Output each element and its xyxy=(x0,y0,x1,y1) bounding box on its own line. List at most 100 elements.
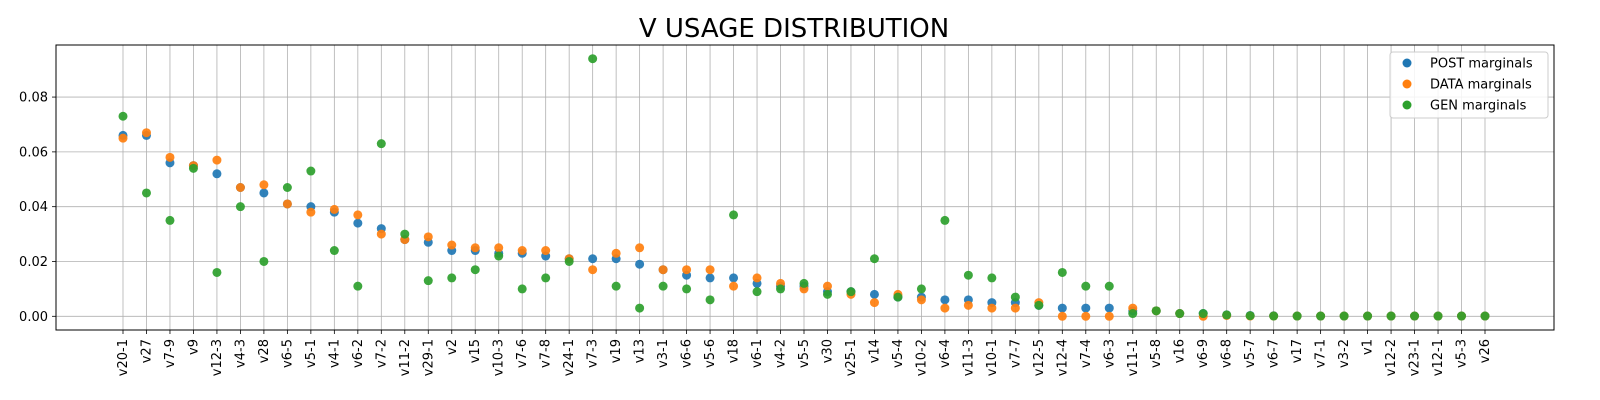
x-tick-label: v7-9 xyxy=(163,339,178,368)
legend-marker xyxy=(1402,79,1412,89)
data-point xyxy=(1057,303,1067,313)
data-point xyxy=(822,281,832,291)
data-point xyxy=(729,210,739,220)
x-tick-label: v5-4 xyxy=(891,339,906,368)
x-tick-label: v7-1 xyxy=(1314,339,1329,368)
data-point xyxy=(517,284,527,294)
data-point xyxy=(1151,306,1161,316)
data-point xyxy=(729,273,739,283)
x-tick-label: v3-2 xyxy=(1337,339,1352,368)
x-tick-label: v16 xyxy=(1173,339,1188,363)
data-point xyxy=(1292,311,1302,321)
x-tick-label: v5-5 xyxy=(797,339,812,368)
data-point xyxy=(940,303,950,313)
x-tick-label: v15 xyxy=(468,339,483,363)
data-point xyxy=(940,215,950,225)
x-tick-label: v7-7 xyxy=(1008,339,1023,368)
axis-ticks: v20-1 v27 v7-9 v9 v12-3 v4-3 v28 v6-5 v5-1 v4-1 v6… xyxy=(19,91,1493,377)
data-point xyxy=(1175,309,1185,319)
x-tick-label: v5-3 xyxy=(1455,339,1470,368)
x-tick-label: v2 xyxy=(445,339,460,355)
data-point xyxy=(588,54,598,64)
data-point xyxy=(259,180,269,190)
data-point xyxy=(611,248,621,258)
legend-marker xyxy=(1402,58,1412,68)
x-tick-label: v4-2 xyxy=(774,339,789,368)
x-tick-label: v26 xyxy=(1478,339,1493,363)
x-tick-label: v6-2 xyxy=(351,339,366,368)
x-tick-label: v6-3 xyxy=(1102,339,1117,368)
series-gen-marginals xyxy=(118,54,1490,321)
x-tick-label: v12-3 xyxy=(210,339,225,376)
data-point xyxy=(353,218,363,228)
data-point xyxy=(635,303,645,313)
data-point xyxy=(588,265,598,275)
data-point xyxy=(1081,281,1091,291)
x-tick-label: v12-2 xyxy=(1384,339,1399,376)
x-tick-label: v14 xyxy=(867,339,882,363)
chart-title: V USAGE DISTRIBUTION xyxy=(639,14,949,44)
x-tick-label: v7-6 xyxy=(515,339,530,368)
data-point xyxy=(1339,311,1349,321)
data-point xyxy=(141,128,151,138)
x-tick-label: v4-3 xyxy=(233,339,248,368)
data-point xyxy=(916,284,926,294)
data-point xyxy=(1128,309,1138,319)
data-point xyxy=(611,281,621,291)
x-tick-label: v23-1 xyxy=(1408,339,1423,376)
data-point xyxy=(799,278,809,288)
data-point xyxy=(963,300,973,310)
data-point xyxy=(752,273,762,283)
data-point xyxy=(212,169,222,179)
data-point xyxy=(259,188,269,198)
data-point xyxy=(987,273,997,283)
legend-label: GEN marginals xyxy=(1430,99,1527,114)
data-point xyxy=(259,256,269,266)
x-tick-label: v5-6 xyxy=(703,339,718,368)
x-tick-label: v10-1 xyxy=(985,339,1000,376)
legend-label: DATA marginals xyxy=(1430,78,1532,93)
x-tick-label: v6-9 xyxy=(1196,339,1211,368)
data-point xyxy=(1198,309,1208,319)
y-tick-label: 0.04 xyxy=(19,200,48,215)
data-point xyxy=(1104,303,1114,313)
x-tick-label: v18 xyxy=(727,339,742,363)
x-tick-label: v11-3 xyxy=(961,339,976,376)
data-point xyxy=(188,163,198,173)
data-point xyxy=(588,254,598,264)
x-tick-label: v6-4 xyxy=(938,339,953,368)
x-tick-label: v9 xyxy=(186,339,201,355)
data-point xyxy=(165,152,175,162)
x-tick-label: v30 xyxy=(820,339,835,363)
data-point xyxy=(118,111,128,121)
data-point xyxy=(1457,311,1467,321)
data-point xyxy=(212,155,222,165)
x-tick-label: v25-1 xyxy=(844,339,859,376)
data-point xyxy=(353,210,363,220)
data-point xyxy=(822,289,832,299)
y-tick-label: 0.00 xyxy=(19,310,48,325)
data-point xyxy=(118,133,128,143)
data-point xyxy=(1010,292,1020,302)
data-point xyxy=(776,284,786,294)
data-point xyxy=(987,303,997,313)
data-point xyxy=(1057,267,1067,277)
y-tick-label: 0.02 xyxy=(19,255,48,270)
data-point xyxy=(376,229,386,239)
data-point xyxy=(235,183,245,192)
x-tick-label: v3-1 xyxy=(656,339,671,368)
legend: POST marginals DATA marginals GEN marginal… xyxy=(1389,51,1549,119)
data-point xyxy=(376,139,386,149)
data-point xyxy=(353,281,363,291)
data-point xyxy=(963,270,973,280)
data-point xyxy=(658,281,668,291)
data-point xyxy=(1104,281,1114,291)
data-point xyxy=(517,246,527,256)
x-tick-label: v7-3 xyxy=(586,339,601,368)
data-point xyxy=(447,273,457,283)
data-point xyxy=(916,295,926,305)
data-point xyxy=(705,273,715,283)
x-tick-label: v13 xyxy=(633,339,648,363)
x-tick-label: v6-8 xyxy=(1220,339,1235,368)
